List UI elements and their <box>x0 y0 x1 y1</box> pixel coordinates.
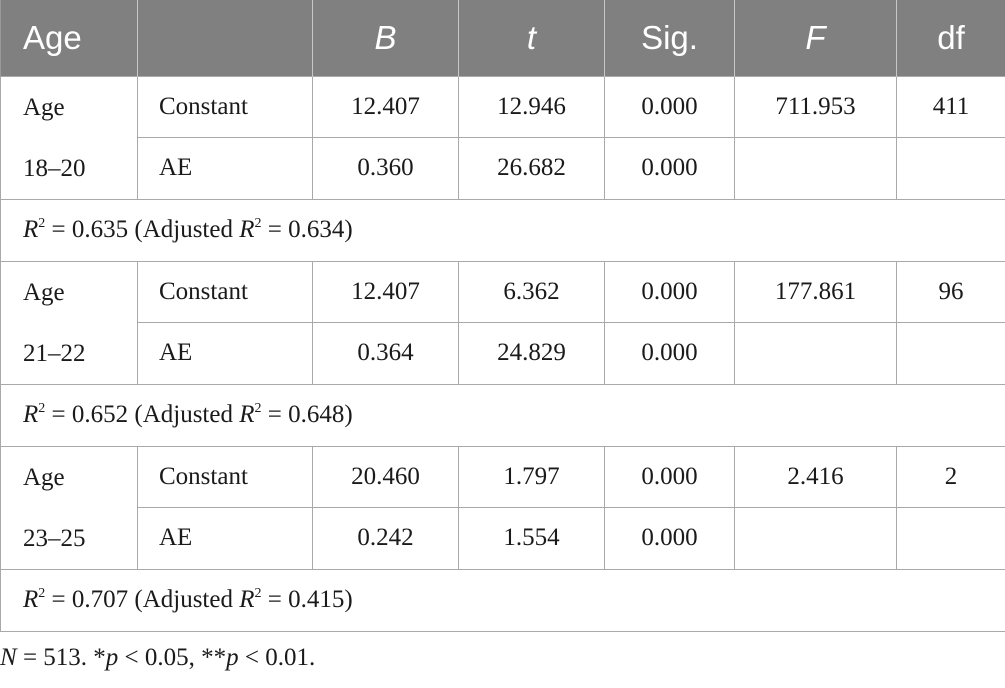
header-sig: Sig. <box>604 0 735 76</box>
sig-cell: 0.000 <box>604 260 735 323</box>
f-cell <box>734 322 897 385</box>
header-df: df <box>896 0 1005 76</box>
predictor-cell: AE <box>137 322 313 385</box>
t-cell: 1.554 <box>458 507 605 570</box>
r-value: = 0.652 (Adjusted <box>45 401 240 428</box>
f-cell <box>734 137 897 200</box>
predictor-cell: Constant <box>137 260 313 323</box>
f-cell: 2.416 <box>734 445 897 508</box>
t-cell: 24.829 <box>458 322 605 385</box>
r-squared-summary: R2 = 0.652 (Adjusted R2 = 0.648) <box>0 383 1005 447</box>
df-cell: 96 <box>896 260 1005 323</box>
sig-cell: 0.000 <box>604 445 735 508</box>
predictor-cell: Constant <box>137 445 313 508</box>
table-row: Age 21–22 Constant 12.407 6.362 0.000 17… <box>0 260 1005 385</box>
r-sup: 2 <box>38 586 46 601</box>
age-group-label-line1: Age <box>23 93 65 121</box>
summary-row: R2 = 0.635 (Adjusted R2 = 0.634) <box>0 198 1005 262</box>
age-group-label-line1: Age <box>23 278 65 306</box>
r-letter: R <box>23 401 39 428</box>
df-cell: 411 <box>896 75 1005 138</box>
df-cell <box>896 137 1005 200</box>
t-cell: 6.362 <box>458 260 605 323</box>
adj-r-sup: 2 <box>254 586 262 601</box>
age-group-label: Age 21–22 <box>0 260 138 385</box>
predictor-cell: AE <box>137 507 313 570</box>
adj-r-value: = 0.634) <box>261 216 353 243</box>
header-b: B <box>312 0 459 76</box>
df-cell: 2 <box>896 445 1005 508</box>
table-row: Age 18–20 Constant 12.407 12.946 0.000 7… <box>0 75 1005 200</box>
r-squared-summary: R2 = 0.635 (Adjusted R2 = 0.634) <box>0 198 1005 262</box>
footnote-n-letter: N <box>0 644 17 671</box>
age-group-label: Age 18–20 <box>0 75 138 200</box>
adj-r-value: = 0.648) <box>261 401 353 428</box>
r-letter: R <box>23 586 39 613</box>
header-blank <box>137 0 313 76</box>
header-t: t <box>458 0 605 76</box>
b-cell: 0.364 <box>312 322 459 385</box>
table-row: AE 0.242 1.554 0.000 <box>1 507 1005 570</box>
b-cell: 12.407 <box>312 260 459 323</box>
summary-row: R2 = 0.652 (Adjusted R2 = 0.648) <box>0 383 1005 447</box>
r-sup: 2 <box>38 401 46 416</box>
r-value: = 0.635 (Adjusted <box>45 216 240 243</box>
r-letter: R <box>23 216 39 243</box>
b-cell: 12.407 <box>312 75 459 138</box>
predictor-cell: AE <box>137 137 313 200</box>
adj-r-letter: R <box>239 401 255 428</box>
adj-r-sup: 2 <box>254 401 262 416</box>
r-value: = 0.707 (Adjusted <box>45 586 240 613</box>
df-cell <box>896 322 1005 385</box>
f-cell: 177.861 <box>734 260 897 323</box>
adj-r-value: = 0.415) <box>261 586 353 613</box>
b-cell: 0.360 <box>312 137 459 200</box>
r-sup: 2 <box>38 216 46 231</box>
sig-cell: 0.000 <box>604 137 735 200</box>
age-group-label-line2: 18–20 <box>23 154 86 182</box>
table-footnote: N = 513. *p < 0.05, **p < 0.01. <box>0 644 315 672</box>
adj-r-letter: R <box>239 586 255 613</box>
t-cell: 26.682 <box>458 137 605 200</box>
sig-cell: 0.000 <box>604 322 735 385</box>
summary-row: R2 = 0.707 (Adjusted R2 = 0.415) <box>0 568 1005 632</box>
footnote-n-text: = 513. * <box>16 644 106 671</box>
predictor-cell: Constant <box>137 75 313 138</box>
footnote-p1-text: < 0.05, ** <box>118 644 227 671</box>
age-group-label: Age 23–25 <box>0 445 138 570</box>
footnote-p1-letter: p <box>105 644 119 671</box>
footnote-p2-letter: p <box>226 644 239 671</box>
table-row: AE 0.360 26.682 0.000 <box>1 137 1005 200</box>
t-cell: 12.946 <box>458 75 605 138</box>
sig-cell: 0.000 <box>604 75 735 138</box>
header-row: Age B t Sig. F df <box>0 0 1005 76</box>
r-squared-summary: R2 = 0.707 (Adjusted R2 = 0.415) <box>0 568 1005 632</box>
f-cell: 711.953 <box>734 75 897 138</box>
t-cell: 1.797 <box>458 445 605 508</box>
age-group-label-line2: 23–25 <box>23 524 86 552</box>
header-f: F <box>734 0 897 76</box>
regression-table: Age B t Sig. F df Age 18–20 Constant 12.… <box>0 0 1005 632</box>
b-cell: 0.242 <box>312 507 459 570</box>
f-cell <box>734 507 897 570</box>
b-cell: 20.460 <box>312 445 459 508</box>
age-group-label-line1: Age <box>23 463 65 491</box>
df-cell <box>896 507 1005 570</box>
adj-r-letter: R <box>239 216 255 243</box>
table-row: Age 23–25 Constant 20.460 1.797 0.000 2.… <box>0 445 1005 570</box>
sig-cell: 0.000 <box>604 507 735 570</box>
adj-r-sup: 2 <box>254 216 262 231</box>
footnote-p2-text: < 0.01. <box>238 644 316 671</box>
table-row: AE 0.364 24.829 0.000 <box>1 322 1005 385</box>
age-group-label-line2: 21–22 <box>23 339 86 367</box>
header-age: Age <box>0 0 138 76</box>
